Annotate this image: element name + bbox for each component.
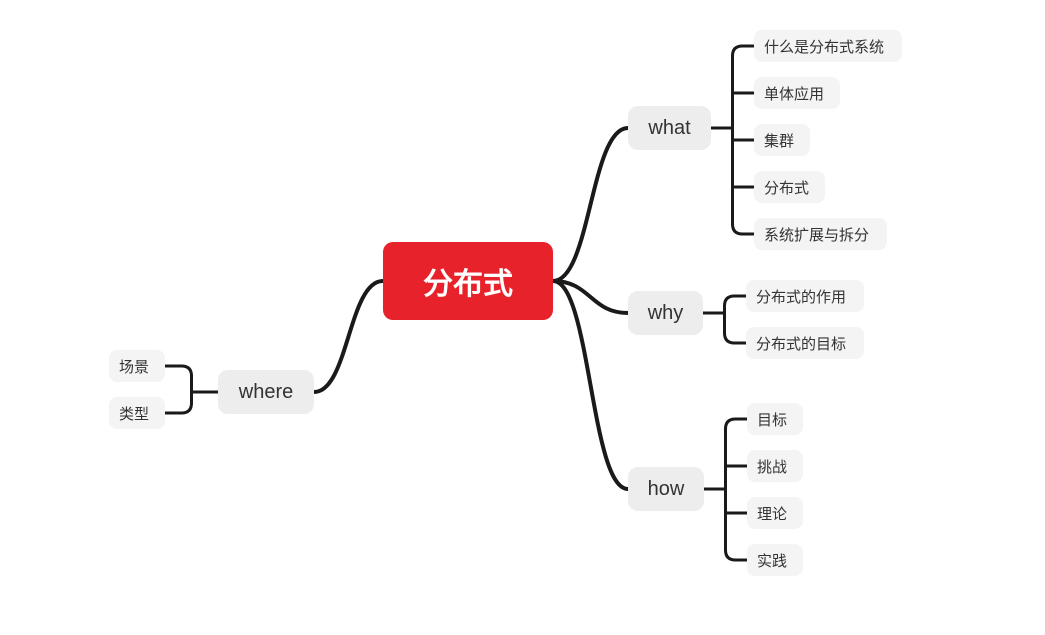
leaf-label: 集群 xyxy=(764,130,794,151)
leaf-label: 单体应用 xyxy=(764,83,824,104)
branch-label: how xyxy=(648,478,685,501)
leaf-node[interactable]: 分布式的作用 xyxy=(746,280,864,312)
leaf-label: 分布式的目标 xyxy=(756,333,846,354)
leaf-label: 类型 xyxy=(119,403,149,424)
leaf-node[interactable]: 单体应用 xyxy=(754,77,840,109)
leaf-label: 目标 xyxy=(757,409,787,430)
leaf-node[interactable]: 目标 xyxy=(747,403,803,435)
leaf-node[interactable]: 集群 xyxy=(754,124,810,156)
branch-label: what xyxy=(648,117,690,140)
leaf-node[interactable]: 实践 xyxy=(747,544,803,576)
root-label: 分布式 xyxy=(423,259,513,303)
leaf-label: 理论 xyxy=(757,503,787,524)
leaf-label: 分布式 xyxy=(764,177,809,198)
branch-node-where[interactable]: where xyxy=(218,370,314,414)
leaf-label: 系统扩展与拆分 xyxy=(764,224,869,245)
branch-node-what[interactable]: what xyxy=(628,106,711,150)
leaf-node[interactable]: 什么是分布式系统 xyxy=(754,30,902,62)
leaf-node[interactable]: 分布式的目标 xyxy=(746,327,864,359)
leaf-node[interactable]: 挑战 xyxy=(747,450,803,482)
branch-node-how[interactable]: how xyxy=(628,467,704,511)
leaf-label: 挑战 xyxy=(757,456,787,477)
mindmap: 分布式 where场景类型what什么是分布式系统单体应用集群分布式系统扩展与拆… xyxy=(0,0,1045,635)
leaf-label: 场景 xyxy=(119,356,149,377)
leaf-node[interactable]: 分布式 xyxy=(754,171,825,203)
leaf-label: 实践 xyxy=(757,550,787,571)
root-node[interactable]: 分布式 xyxy=(383,242,553,320)
leaf-node[interactable]: 系统扩展与拆分 xyxy=(754,218,887,250)
branch-label: where xyxy=(239,381,293,404)
leaf-node[interactable]: 理论 xyxy=(747,497,803,529)
leaf-label: 分布式的作用 xyxy=(756,286,846,307)
leaf-node[interactable]: 场景 xyxy=(109,350,165,382)
branch-label: why xyxy=(648,302,684,325)
leaf-node[interactable]: 类型 xyxy=(109,397,165,429)
leaf-label: 什么是分布式系统 xyxy=(764,36,884,57)
branch-node-why[interactable]: why xyxy=(628,291,703,335)
